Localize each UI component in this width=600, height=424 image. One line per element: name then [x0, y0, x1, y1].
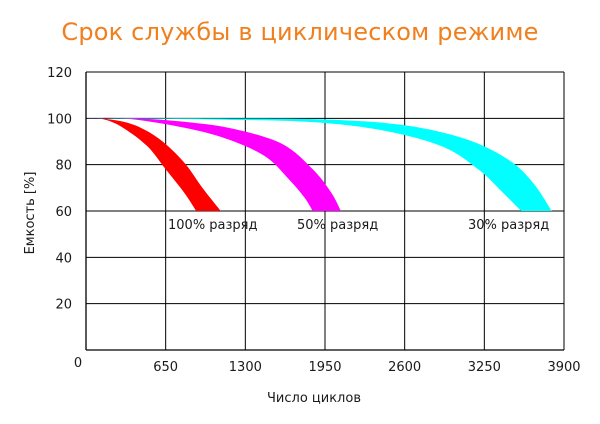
x-axis-ticks: 650 1300 1950 2600 3250 3900	[153, 360, 580, 375]
x-tick-label: 3250	[468, 360, 501, 375]
y-axis-title: Емкость [%]	[23, 172, 38, 255]
x-tick-label: 3900	[547, 360, 580, 375]
y-tick-label: 60	[55, 205, 72, 220]
x-tick-label: 650	[153, 360, 178, 375]
x-tick-label: 1950	[308, 360, 341, 375]
x-tick-label: 2600	[388, 360, 421, 375]
y-tick-label: 100	[47, 112, 72, 127]
series-band-1	[86, 118, 221, 211]
origin-label: 0	[74, 356, 82, 371]
y-tick-label: 80	[55, 159, 72, 174]
x-tick-label: 1300	[229, 360, 262, 375]
series-band-3	[86, 118, 552, 211]
y-tick-label: 40	[55, 251, 72, 266]
chart-title: Срок службы в циклическом режиме	[61, 18, 539, 46]
series-label-100: 100% разряд	[168, 218, 258, 233]
series-band-2	[86, 117, 341, 211]
y-tick-label: 20	[55, 298, 72, 313]
series-label-30: 30% разряд	[468, 218, 549, 233]
series-label-50: 50% разряд	[297, 218, 378, 233]
series-bands	[86, 117, 552, 211]
y-tick-label: 120	[47, 66, 72, 81]
y-axis-ticks: 20 40 60 80 100 120	[47, 66, 72, 313]
plot-frame	[85, 71, 565, 351]
x-axis-title: Число циклов	[267, 391, 361, 406]
